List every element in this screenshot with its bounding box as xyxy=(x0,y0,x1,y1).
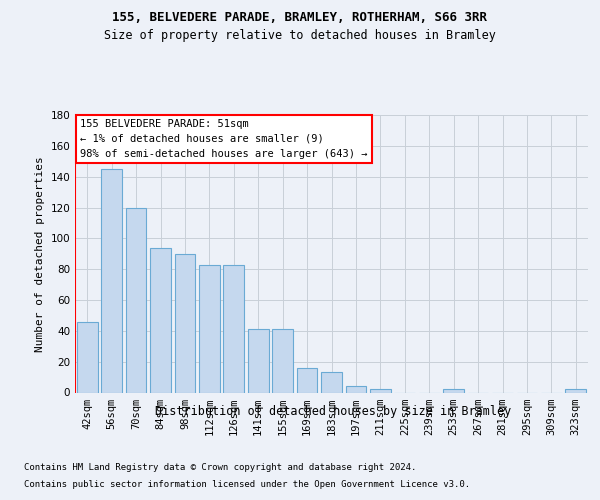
Bar xyxy=(346,386,367,392)
Y-axis label: Number of detached properties: Number of detached properties xyxy=(35,156,45,352)
Text: 155, BELVEDERE PARADE, BRAMLEY, ROTHERHAM, S66 3RR: 155, BELVEDERE PARADE, BRAMLEY, ROTHERHA… xyxy=(113,11,487,24)
Bar xyxy=(150,248,171,392)
Bar xyxy=(125,208,146,392)
Bar xyxy=(223,264,244,392)
Bar xyxy=(565,390,586,392)
Bar xyxy=(296,368,317,392)
Bar xyxy=(370,390,391,392)
Bar xyxy=(443,390,464,392)
Text: Distribution of detached houses by size in Bramley: Distribution of detached houses by size … xyxy=(155,405,511,418)
Bar xyxy=(77,322,98,392)
Bar xyxy=(321,372,342,392)
Bar xyxy=(248,330,269,392)
Bar xyxy=(199,264,220,392)
Bar xyxy=(101,169,122,392)
Text: Contains public sector information licensed under the Open Government Licence v3: Contains public sector information licen… xyxy=(24,480,470,489)
Text: Size of property relative to detached houses in Bramley: Size of property relative to detached ho… xyxy=(104,29,496,42)
Bar xyxy=(175,254,196,392)
Bar xyxy=(272,330,293,392)
Text: 155 BELVEDERE PARADE: 51sqm
← 1% of detached houses are smaller (9)
98% of semi-: 155 BELVEDERE PARADE: 51sqm ← 1% of deta… xyxy=(80,119,368,159)
Text: Contains HM Land Registry data © Crown copyright and database right 2024.: Contains HM Land Registry data © Crown c… xyxy=(24,462,416,471)
